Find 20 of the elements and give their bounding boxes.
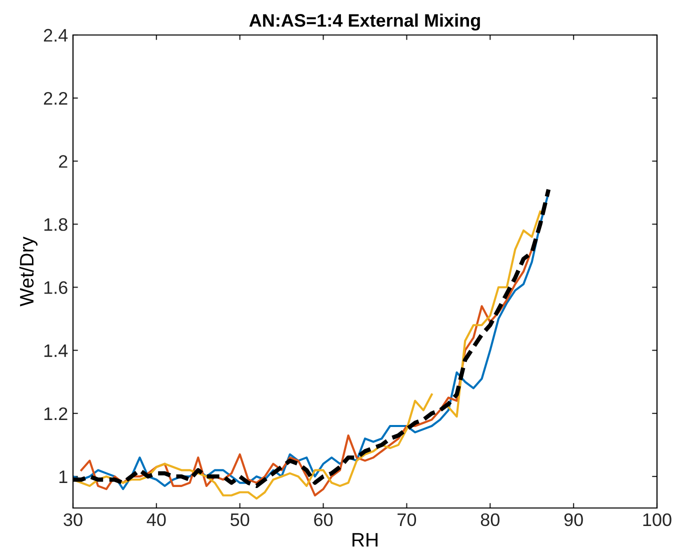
x-tick-label: 50 [230, 513, 250, 526]
x-tick-label: 80 [480, 513, 500, 526]
y-tick-label: 1.2 [44, 407, 68, 420]
y-tick-label: 1.8 [44, 218, 68, 231]
y-tick-label: 2.2 [44, 92, 68, 105]
chart-title: AN:AS=1:4 External Mixing [249, 14, 480, 30]
x-tick-label: 40 [146, 513, 166, 526]
y-tick-label: 2 [59, 155, 68, 168]
x-tick-label: 30 [64, 513, 82, 526]
x-tick-label: 100 [643, 513, 672, 526]
y-tick-label: 2.4 [44, 28, 68, 42]
y-axis-title: Wet/Dry [19, 236, 38, 306]
x-tick-label: 60 [314, 513, 333, 526]
x-tick-label: 70 [398, 513, 416, 526]
y-tick-label: 1 [59, 470, 68, 484]
y-tick-label: 1.6 [44, 281, 68, 294]
x-axis-title: RH [352, 533, 378, 547]
x-tick-label: 90 [564, 513, 583, 526]
line-series [80, 248, 533, 496]
y-tick-label: 1.4 [44, 344, 68, 357]
